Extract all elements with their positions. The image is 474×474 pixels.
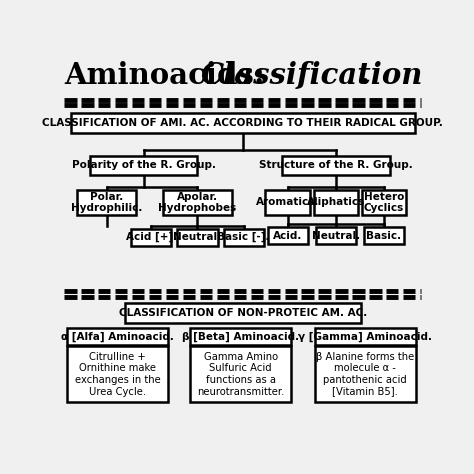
Text: CLASSIFICATION OF NON-PROTEIC AM. AC.: CLASSIFICATION OF NON-PROTEIC AM. AC.	[119, 308, 367, 318]
Text: Gamma Amino
Sulfuric Acid
functions as a
neurotransmitter.: Gamma Amino Sulfuric Acid functions as a…	[197, 352, 284, 397]
FancyBboxPatch shape	[364, 227, 404, 244]
FancyBboxPatch shape	[77, 190, 136, 215]
FancyBboxPatch shape	[131, 228, 171, 246]
Text: Aliphatics: Aliphatics	[307, 197, 365, 208]
FancyBboxPatch shape	[315, 346, 416, 402]
FancyBboxPatch shape	[362, 190, 406, 215]
FancyBboxPatch shape	[125, 303, 361, 323]
Text: Neutral.: Neutral.	[312, 230, 360, 240]
Text: Polarity of the R. Group.: Polarity of the R. Group.	[72, 161, 216, 171]
Text: β [Beta] Aminoacid.: β [Beta] Aminoacid.	[182, 331, 299, 342]
FancyBboxPatch shape	[190, 346, 292, 402]
Text: Aromatics.: Aromatics.	[256, 197, 319, 208]
FancyBboxPatch shape	[316, 227, 356, 244]
Text: γ [Gamma] Aminoacid.: γ [Gamma] Aminoacid.	[298, 331, 432, 342]
Text: Basic [-].: Basic [-].	[218, 232, 270, 242]
Text: Acid [+].: Acid [+].	[126, 232, 177, 242]
Text: Acid.: Acid.	[273, 230, 302, 240]
FancyBboxPatch shape	[267, 227, 308, 244]
FancyBboxPatch shape	[314, 190, 358, 215]
FancyBboxPatch shape	[282, 156, 390, 175]
FancyBboxPatch shape	[163, 190, 232, 215]
FancyBboxPatch shape	[315, 328, 416, 345]
Text: Neutral.: Neutral.	[173, 232, 221, 242]
FancyBboxPatch shape	[66, 328, 168, 345]
Text: α [Alfa] Aminoacid.: α [Alfa] Aminoacid.	[61, 331, 174, 342]
Text: Citrulline +
Ornithine make
exchanges in the
Urea Cycle.: Citrulline + Ornithine make exchanges in…	[74, 352, 160, 397]
Text: Hetero
Cyclics: Hetero Cyclics	[364, 191, 404, 213]
FancyBboxPatch shape	[90, 156, 198, 175]
Text: CLASSIFICATION OF AMI. AC. ACCORDING TO THEIR RADICAL GROUP.: CLASSIFICATION OF AMI. AC. ACCORDING TO …	[43, 118, 443, 128]
Text: β Alanine forms the
molecule α -
pantothenic acid
[Vitamin B5].: β Alanine forms the molecule α - pantoth…	[316, 352, 414, 397]
FancyBboxPatch shape	[190, 328, 292, 345]
Text: Classification: Classification	[201, 61, 423, 90]
Text: Basic.: Basic.	[366, 230, 401, 240]
Text: Apolar.
Hydrophobes: Apolar. Hydrophobes	[158, 191, 237, 213]
FancyBboxPatch shape	[224, 228, 264, 246]
FancyBboxPatch shape	[265, 190, 310, 215]
Text: Structure of the R. Group.: Structure of the R. Group.	[259, 161, 413, 171]
Text: Aminoacids:: Aminoacids:	[64, 61, 275, 90]
Text: Polar.
Hydrophilic.: Polar. Hydrophilic.	[71, 191, 142, 213]
FancyBboxPatch shape	[71, 113, 415, 133]
FancyBboxPatch shape	[66, 346, 168, 402]
FancyBboxPatch shape	[177, 228, 218, 246]
Text: .: .	[359, 61, 369, 90]
